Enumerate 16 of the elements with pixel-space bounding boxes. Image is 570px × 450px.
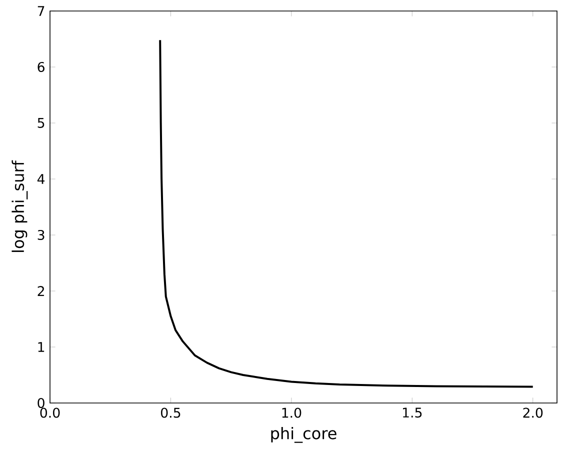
x-tick-label: 1.5 <box>403 408 422 418</box>
y-tick-label: 2 <box>38 286 44 296</box>
x-tick-label: 2.0 <box>523 408 543 418</box>
y-tick-label: 5 <box>38 118 44 128</box>
y-tick-label: 3 <box>38 230 44 240</box>
x-tick-label: 0.5 <box>160 408 180 418</box>
x-tick-label: 0.0 <box>40 408 60 418</box>
y-tick-label: 1 <box>38 342 44 352</box>
x-axis-title: phi_core <box>271 426 336 443</box>
y-axis-title: log phi_surf <box>12 160 28 252</box>
line-series <box>159 39 534 388</box>
y-tick-label: 7 <box>38 6 44 16</box>
y-tick-label: 6 <box>38 62 44 72</box>
x-tick-label: 1.0 <box>282 408 302 418</box>
y-tick-label: 0 <box>38 398 44 408</box>
y-tick-label: 4 <box>37 174 45 184</box>
